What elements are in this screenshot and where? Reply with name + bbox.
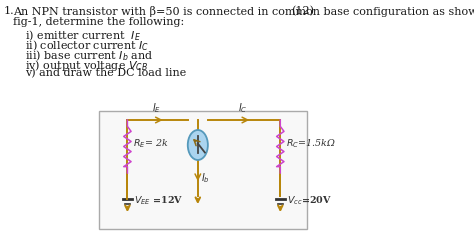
Text: $R_C$=1.5kΩ: $R_C$=1.5kΩ: [286, 138, 336, 150]
Text: An NPN transistor with β=50 is connected in common base configuration as shown i: An NPN transistor with β=50 is connected…: [13, 6, 474, 17]
Text: $V_{EE}$ =12V: $V_{EE}$ =12V: [134, 195, 183, 207]
Text: v) and draw the DC load line: v) and draw the DC load line: [26, 68, 187, 78]
Text: $V_{cc}$=20V: $V_{cc}$=20V: [287, 195, 332, 207]
Text: $I_E$: $I_E$: [152, 101, 161, 115]
Text: $I_C$: $I_C$: [238, 101, 247, 115]
Text: 1.: 1.: [4, 6, 15, 16]
Text: iv) output voltage $V_{CB}$: iv) output voltage $V_{CB}$: [26, 58, 149, 73]
Bar: [99, 111, 307, 229]
Text: ii) collector current $I_C$: ii) collector current $I_C$: [26, 38, 150, 53]
Text: $R_E$= 2k: $R_E$= 2k: [133, 138, 168, 150]
Text: iii) base current $I_b$ and: iii) base current $I_b$ and: [26, 48, 154, 63]
Text: $I_b$: $I_b$: [201, 171, 210, 185]
Text: fig-1, determine the following:: fig-1, determine the following:: [13, 17, 185, 27]
Circle shape: [188, 130, 208, 160]
Text: i) emitter current  $I_E$: i) emitter current $I_E$: [26, 28, 141, 43]
Text: (12): (12): [291, 6, 314, 16]
